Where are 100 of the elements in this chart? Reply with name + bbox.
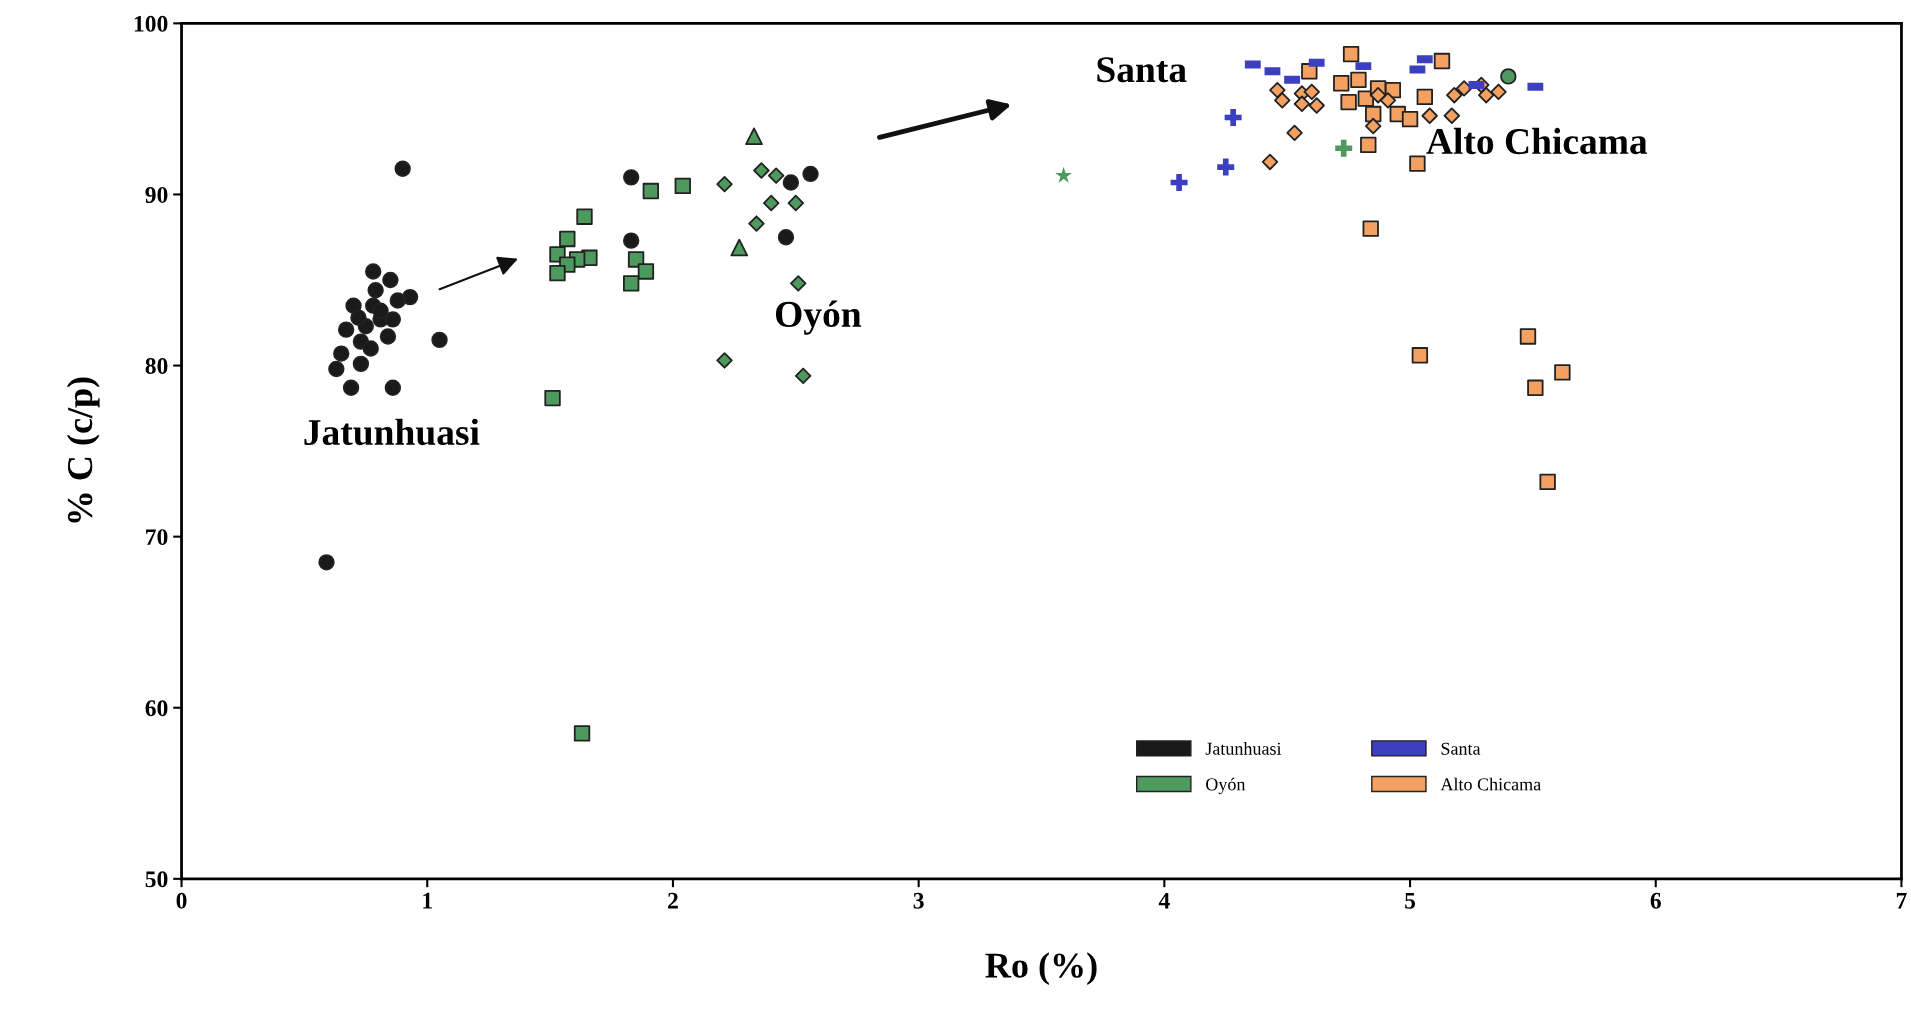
point bbox=[1554, 364, 1571, 381]
point bbox=[674, 177, 691, 195]
point bbox=[1539, 473, 1556, 491]
x-tick-label: 2 bbox=[668, 892, 678, 909]
point bbox=[1365, 117, 1382, 135]
point bbox=[1340, 93, 1357, 111]
point bbox=[394, 160, 411, 177]
point bbox=[549, 264, 566, 282]
x-tick-label: 1 bbox=[423, 892, 432, 909]
point bbox=[794, 367, 812, 385]
point bbox=[1350, 71, 1367, 89]
point bbox=[1360, 136, 1377, 154]
point bbox=[1362, 220, 1379, 237]
point bbox=[622, 232, 640, 249]
point bbox=[1409, 155, 1426, 172]
point bbox=[367, 282, 384, 299]
point bbox=[350, 309, 367, 326]
point bbox=[379, 328, 397, 345]
point bbox=[1421, 107, 1438, 124]
point bbox=[1401, 110, 1419, 128]
legend-label: Oyón bbox=[1206, 777, 1246, 795]
point bbox=[763, 194, 780, 212]
point bbox=[1308, 97, 1325, 114]
point bbox=[333, 345, 350, 362]
point bbox=[362, 340, 379, 357]
point bbox=[1379, 92, 1397, 109]
point bbox=[384, 311, 402, 328]
x-tick-label: 3 bbox=[913, 892, 924, 909]
y-tick-label: 60 bbox=[145, 700, 168, 717]
point bbox=[730, 238, 749, 257]
annotation: Oyón bbox=[775, 300, 862, 335]
point bbox=[1433, 52, 1451, 70]
point bbox=[1261, 153, 1279, 171]
point bbox=[389, 292, 406, 309]
point bbox=[342, 379, 360, 396]
point bbox=[745, 127, 763, 146]
x-tick-label: 4 bbox=[1158, 892, 1170, 909]
point bbox=[787, 194, 804, 212]
point bbox=[1224, 108, 1242, 126]
point bbox=[1217, 158, 1235, 176]
point bbox=[382, 271, 399, 289]
legend-label: Santa bbox=[1441, 742, 1481, 755]
annotation: Jatunhuasi bbox=[304, 418, 480, 446]
point bbox=[1170, 173, 1188, 191]
point bbox=[1478, 87, 1495, 104]
y-tick-label: 50 bbox=[145, 871, 168, 888]
point bbox=[716, 352, 733, 369]
point bbox=[1519, 328, 1537, 345]
point bbox=[1303, 83, 1320, 100]
y-tick-label: 100 bbox=[134, 15, 168, 32]
x-tick-label: 0 bbox=[176, 892, 187, 909]
point bbox=[1269, 81, 1286, 99]
annotation: Alto Chicama bbox=[1426, 127, 1648, 155]
legend-label: Alto Chicama bbox=[1440, 777, 1541, 791]
y-tick-label: 70 bbox=[146, 529, 168, 546]
point bbox=[1335, 139, 1353, 157]
point bbox=[1293, 95, 1311, 112]
point bbox=[1369, 87, 1387, 104]
point bbox=[637, 263, 655, 280]
point bbox=[1416, 88, 1433, 106]
point bbox=[1446, 87, 1463, 104]
y-tick-label: 90 bbox=[145, 186, 168, 203]
point bbox=[372, 302, 389, 319]
point bbox=[716, 176, 733, 193]
point bbox=[1411, 347, 1429, 364]
point bbox=[1443, 107, 1461, 124]
point bbox=[1455, 80, 1473, 97]
point bbox=[1286, 124, 1303, 142]
point bbox=[431, 331, 448, 349]
x-tick-label: 6 bbox=[1650, 892, 1661, 909]
point bbox=[337, 321, 355, 338]
point bbox=[544, 389, 561, 407]
point bbox=[384, 379, 402, 396]
point bbox=[576, 208, 593, 225]
x-tick-label: 5 bbox=[1405, 892, 1416, 909]
x-tick-label: 7 bbox=[1896, 892, 1907, 909]
point bbox=[1490, 83, 1507, 100]
y-tick-label: 80 bbox=[145, 358, 168, 374]
point bbox=[1274, 92, 1291, 109]
point bbox=[318, 554, 335, 571]
point bbox=[573, 725, 591, 742]
annotation: Santa bbox=[1097, 57, 1187, 83]
point bbox=[365, 263, 382, 280]
point bbox=[753, 162, 770, 179]
point bbox=[790, 275, 807, 292]
point bbox=[748, 215, 765, 232]
y-axis-title: % C (c/p) bbox=[66, 377, 100, 523]
point bbox=[622, 275, 640, 292]
point bbox=[559, 230, 576, 248]
legend-label: Jatunhuasi bbox=[1205, 742, 1282, 755]
point bbox=[352, 355, 370, 373]
point bbox=[1500, 68, 1517, 85]
point bbox=[1342, 45, 1360, 63]
x-axis-title: Ro (%) bbox=[985, 952, 1097, 986]
point bbox=[622, 169, 640, 186]
point bbox=[802, 165, 819, 183]
point bbox=[328, 360, 345, 378]
point bbox=[767, 167, 785, 184]
point bbox=[782, 174, 800, 191]
point bbox=[642, 182, 660, 200]
